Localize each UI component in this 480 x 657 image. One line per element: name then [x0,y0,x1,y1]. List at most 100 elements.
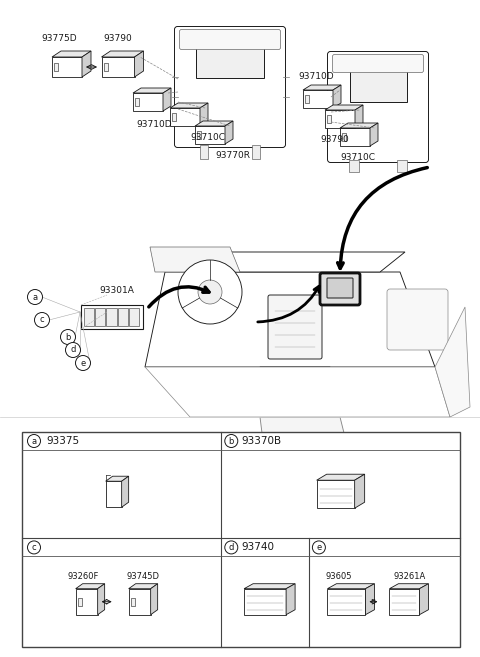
Text: c: c [32,543,36,552]
Bar [389,589,420,615]
Text: 93745D: 93745D [126,572,159,581]
Bar [22,432,460,647]
Text: 93790: 93790 [104,34,132,43]
Text: 93770R: 93770R [215,151,250,160]
Bar [252,145,260,158]
Text: 93740: 93740 [241,543,274,553]
Text: 93605: 93605 [325,572,352,581]
Polygon shape [317,474,365,480]
Bar [197,131,201,139]
Bar [349,60,407,102]
Polygon shape [365,583,374,615]
Text: b: b [65,332,71,342]
Polygon shape [420,583,429,615]
Polygon shape [370,123,378,146]
Circle shape [27,290,43,304]
Polygon shape [200,103,208,126]
Bar [196,30,264,78]
Text: 93370B: 93370B [241,436,281,446]
Bar [170,108,200,126]
FancyBboxPatch shape [320,273,360,305]
Bar [95,308,106,326]
Circle shape [225,541,238,554]
Text: 93301A: 93301A [99,286,134,295]
Bar [200,145,208,158]
Circle shape [312,541,325,554]
Polygon shape [151,583,157,615]
Polygon shape [355,474,365,509]
Polygon shape [225,121,233,144]
Circle shape [178,260,242,324]
Circle shape [65,342,81,357]
FancyBboxPatch shape [387,289,448,350]
Bar [54,63,58,71]
Bar [327,589,365,615]
Polygon shape [163,88,171,111]
Text: a: a [31,436,36,445]
Polygon shape [325,105,363,110]
Bar [172,113,176,121]
Polygon shape [134,51,144,77]
Polygon shape [355,105,363,128]
Circle shape [75,355,91,371]
Polygon shape [145,367,450,417]
Circle shape [225,434,238,447]
Text: 93710C: 93710C [340,153,375,162]
Polygon shape [435,307,470,417]
Bar [129,589,151,615]
Bar [317,480,355,509]
FancyBboxPatch shape [333,55,423,72]
Bar [78,598,82,606]
Polygon shape [129,583,157,589]
Text: 93775D: 93775D [41,34,77,43]
FancyBboxPatch shape [327,278,353,298]
Polygon shape [97,583,105,615]
Text: 93261A: 93261A [393,572,426,581]
Polygon shape [340,123,378,128]
Bar [107,308,117,326]
Bar [325,110,355,128]
Text: 93790: 93790 [320,135,349,144]
Bar [84,308,94,326]
Polygon shape [333,85,341,108]
Text: 93375: 93375 [46,436,79,446]
Bar [81,305,143,329]
Polygon shape [76,583,105,589]
Polygon shape [121,476,129,507]
Text: a: a [33,292,37,302]
Text: 93260F: 93260F [68,572,99,581]
Polygon shape [389,583,429,589]
Polygon shape [150,247,240,272]
Bar [101,57,134,77]
Bar [76,589,97,615]
Polygon shape [82,51,91,77]
FancyBboxPatch shape [327,51,429,162]
Bar [349,160,359,171]
Bar [305,95,309,103]
Circle shape [27,434,40,447]
Bar [106,481,121,507]
FancyBboxPatch shape [268,295,322,359]
Text: 93710D: 93710D [136,120,172,129]
Polygon shape [195,121,233,126]
Polygon shape [52,51,91,57]
Bar [52,57,82,77]
Polygon shape [327,583,374,589]
Text: e: e [80,359,85,367]
Bar [195,126,225,144]
Polygon shape [106,476,129,481]
Text: 93710C: 93710C [190,133,225,142]
Bar [340,128,370,146]
Bar [342,133,346,141]
Circle shape [35,313,49,327]
Circle shape [198,280,222,304]
Bar [397,160,407,171]
Bar [129,308,139,326]
FancyBboxPatch shape [270,375,319,409]
Bar [303,90,333,108]
Polygon shape [303,85,341,90]
Polygon shape [101,51,144,57]
Bar [118,308,128,326]
Polygon shape [286,583,295,615]
Text: b: b [228,436,234,445]
